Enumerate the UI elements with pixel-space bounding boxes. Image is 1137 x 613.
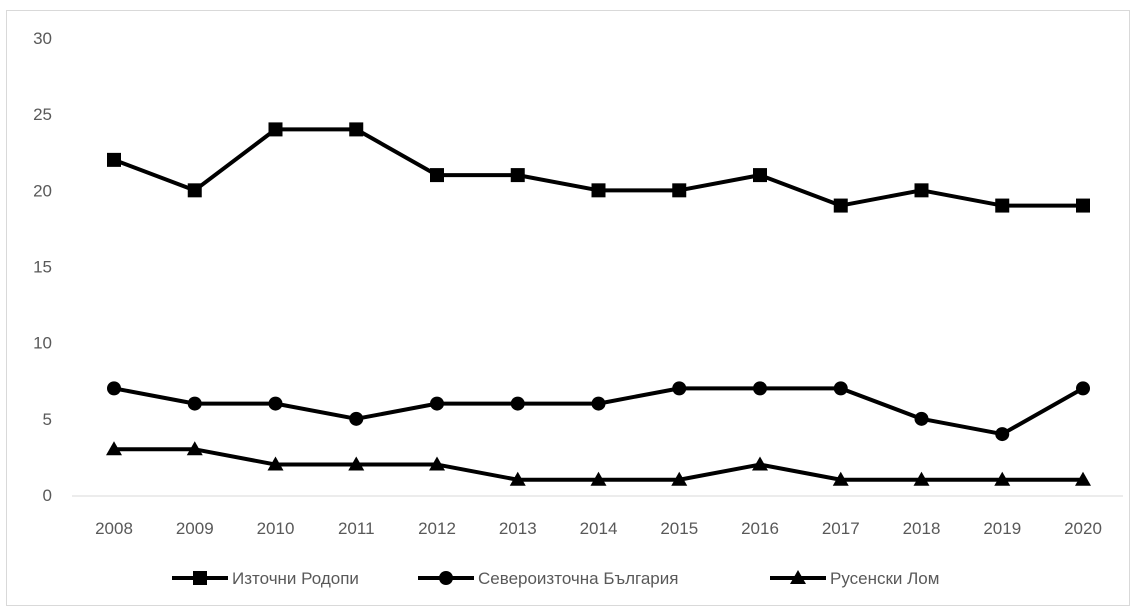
data-point-circle [107,381,121,396]
y-tick-label: 25 [33,105,52,124]
data-point-circle [268,396,283,411]
series-layer [106,122,1091,486]
legend-marker-circle [439,571,453,585]
series-square [107,122,1090,213]
data-point-triangle [1075,471,1091,486]
legend: Източни Родопи Североизточна България Русе… [172,569,939,588]
legend-marker-triangle [790,570,806,584]
legend-label: Източни Родопи [232,569,359,588]
data-point-square [107,152,121,167]
y-axis: 0 5 10 15 20 25 30 [33,29,52,505]
data-point-triangle [348,456,365,471]
legend-item: Североизточна България [418,569,678,588]
data-point-triangle [106,441,122,456]
x-tick-label: 2010 [257,519,295,538]
data-point-square [753,168,767,183]
x-tick-label: 2008 [95,519,133,538]
data-point-square [914,183,929,198]
data-point-square [187,183,202,198]
data-point-triangle [752,456,768,471]
data-point-square [833,198,848,213]
data-point-triangle [590,471,607,486]
data-point-triangle [994,471,1011,486]
x-tick-label: 2014 [580,519,618,538]
x-tick-label: 2016 [741,519,779,538]
x-axis: 2008 2009 2010 2011 2012 2013 2014 2015 2016 2017… [72,495,1123,538]
data-point-triangle [832,471,849,486]
x-tick-label: 2012 [418,519,456,538]
data-point-triangle [186,441,203,456]
y-tick-label: 30 [33,29,52,48]
x-tick-label: 2018 [903,519,941,538]
x-tick-label: 2020 [1064,519,1102,538]
series-circle [107,381,1090,442]
data-point-circle [349,411,364,426]
data-point-circle [914,411,929,426]
data-point-triangle [429,456,445,471]
data-point-triangle [267,456,284,471]
y-tick-label: 5 [43,410,52,429]
data-point-square [591,183,606,198]
series-triangle [106,441,1091,486]
data-point-circle [1076,381,1090,396]
legend-item: Русенски Лом [770,569,939,588]
legend-item: Източни Родопи [172,569,359,588]
data-point-square [430,168,444,183]
x-tick-label: 2017 [822,519,860,538]
data-point-square [995,198,1010,213]
x-tick-label: 2009 [176,519,214,538]
data-point-square [268,122,283,137]
y-tick-label: 15 [33,258,52,277]
x-tick-label: 2011 [338,519,375,538]
data-point-circle [591,396,606,411]
x-tick-label: 2015 [660,519,698,538]
x-tick-label: 2013 [499,519,537,538]
legend-label: Североизточна България [478,569,678,588]
y-tick-label: 20 [33,181,52,200]
data-point-circle [995,427,1010,442]
x-tick-label: 2019 [983,519,1021,538]
data-point-circle [833,381,848,396]
legend-marker-square [193,571,207,585]
legend-label: Русенски Лом [830,569,939,588]
y-tick-label: 0 [43,486,52,505]
data-point-circle [753,381,767,396]
data-point-square [1076,198,1090,213]
chart-frame [6,10,1130,606]
data-point-circle [672,381,687,396]
data-point-triangle [913,471,930,486]
data-point-circle [510,396,525,411]
data-point-square [510,168,525,183]
data-point-triangle [671,471,688,486]
series-line [113,386,1084,437]
data-point-square [672,183,687,198]
data-point-triangle [509,471,526,486]
data-point-square [349,122,364,137]
data-point-circle [187,396,202,411]
y-tick-label: 10 [33,334,52,353]
data-point-circle [430,396,444,411]
